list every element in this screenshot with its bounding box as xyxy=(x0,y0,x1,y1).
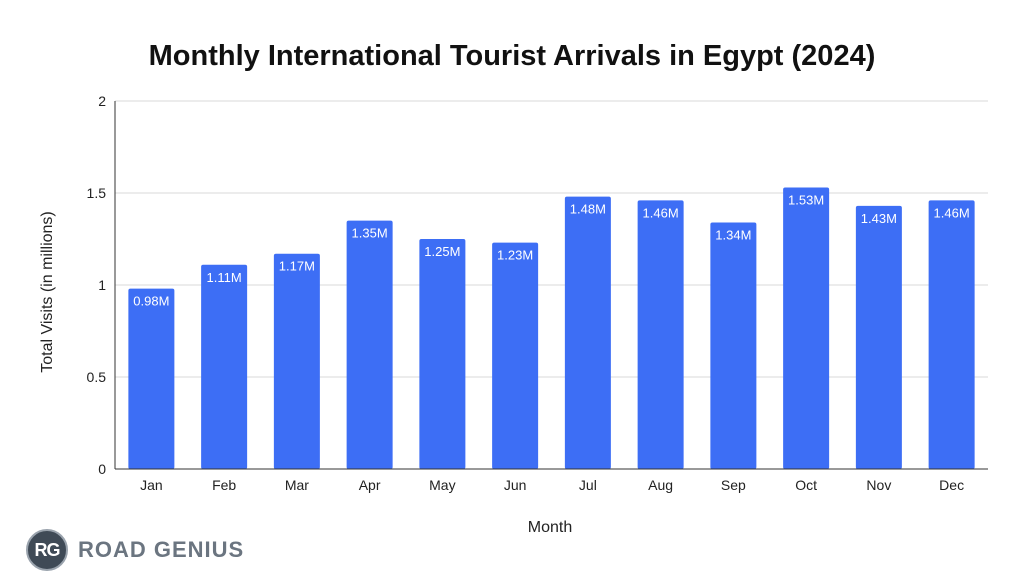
bars xyxy=(128,187,975,470)
bar xyxy=(273,253,320,469)
bar-data-label: 1.34M xyxy=(715,227,751,242)
bar-data-label: 1.43M xyxy=(861,211,897,226)
bar-data-label: 1.46M xyxy=(934,205,970,220)
bar xyxy=(346,220,393,469)
bar xyxy=(710,222,757,469)
axes: 0 0.5 1 1.5 2 Jan Feb Mar Apr May Jun Jul Aug Sep Oct N… xyxy=(87,93,988,493)
bar-data-label: 1.25M xyxy=(424,244,460,259)
bar-data-label: 1.11M xyxy=(207,270,242,285)
bar xyxy=(637,200,684,470)
x-tick-label: Feb xyxy=(212,477,236,493)
bar-data-label: 1.17M xyxy=(279,259,315,274)
brand-logo: RG ROAD GENIUS xyxy=(26,528,244,572)
x-tick-label: Sep xyxy=(721,477,746,493)
bar-data-label: 1.23M xyxy=(497,248,533,263)
bar xyxy=(928,200,975,470)
bar-data-label: 1.48M xyxy=(570,202,606,217)
bar xyxy=(855,205,902,469)
data-labels: 0.98M 1.11M 1.17M 1.35M 1.25M 1.23M 1.48M 1.46M… xyxy=(133,192,969,308)
bar-data-label: 1.53M xyxy=(788,192,824,207)
x-tick-label: Dec xyxy=(939,477,964,493)
x-tick-label: Jan xyxy=(140,477,163,493)
x-tick-label: Mar xyxy=(285,477,309,493)
x-tick-label: Oct xyxy=(795,477,817,493)
y-tick-label: 0.5 xyxy=(87,369,107,385)
x-tick-label: Jun xyxy=(504,477,527,493)
y-tick-label: 0 xyxy=(98,461,106,477)
y-axis-title: Total Visits (in millions) xyxy=(39,211,56,373)
bar-data-label: 1.46M xyxy=(643,205,679,220)
bar-data-label: 1.35M xyxy=(352,226,388,241)
bar xyxy=(783,187,830,470)
x-axis-title: Month xyxy=(528,519,572,536)
brand-badge-icon: RG xyxy=(26,529,68,571)
x-tick-label: May xyxy=(429,477,455,493)
bar-data-label: 0.98M xyxy=(133,294,169,309)
y-tick-label: 1 xyxy=(98,277,106,293)
y-tick-label: 1.5 xyxy=(87,185,107,201)
y-tick-label: 2 xyxy=(98,93,106,109)
bar xyxy=(201,264,248,469)
x-tick-label: Jul xyxy=(579,477,597,493)
chart-title: Monthly International Tourist Arrivals i… xyxy=(148,40,876,72)
bar xyxy=(419,239,466,469)
x-tick-label: Apr xyxy=(359,477,381,493)
bar xyxy=(128,288,175,469)
x-tick-label: Nov xyxy=(866,477,891,493)
x-tick-label: Aug xyxy=(648,477,673,493)
brand-name: ROAD GENIUS xyxy=(78,537,245,562)
bar xyxy=(492,242,539,469)
bar xyxy=(564,196,611,469)
gridlines xyxy=(115,100,988,378)
